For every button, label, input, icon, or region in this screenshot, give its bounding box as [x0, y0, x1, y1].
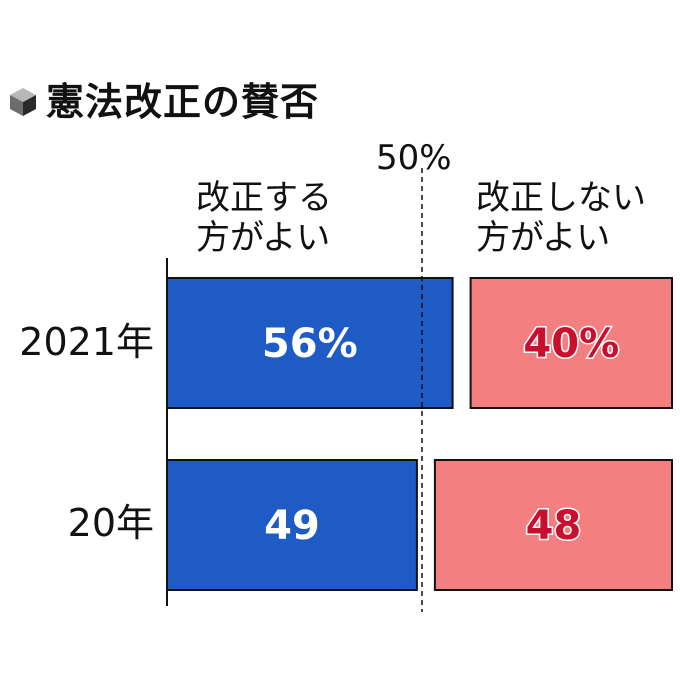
data-label-oppose-0: 40% [523, 321, 619, 367]
data-label-oppose-1: 48 [526, 503, 582, 549]
cube-icon [10, 88, 36, 116]
category-label-2021: 2021年 [19, 320, 154, 364]
bar-support-0 [166, 277, 454, 409]
bar-oppose-1 [433, 459, 673, 591]
chart-title-group: 憲法改正の賛否 [8, 82, 319, 122]
reference-line-label: 50% [376, 138, 452, 178]
chart-title: 憲法改正の賛否 [46, 80, 320, 124]
legend-label-oppose: 改正しない 方がよい [476, 178, 646, 258]
data-label-support-0: 56% [262, 321, 358, 367]
bar-oppose-0 [469, 277, 673, 409]
bar-support-1 [166, 459, 418, 591]
legend-label-support: 改正する 方がよい [196, 178, 332, 258]
category-label-2020: 20年 [67, 501, 154, 545]
data-label-support-1: 49 [264, 503, 320, 549]
